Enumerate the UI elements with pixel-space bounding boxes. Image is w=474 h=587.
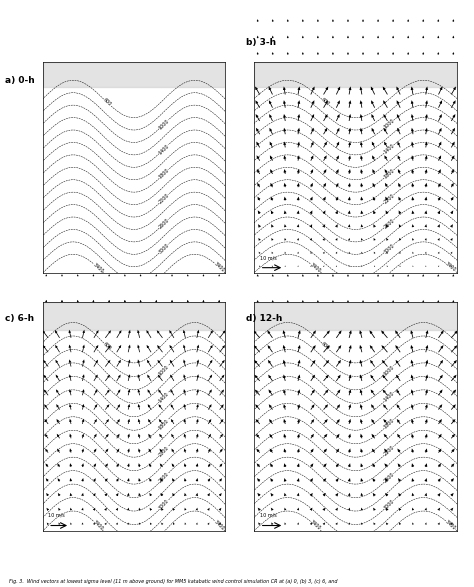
- Text: 1800: 1800: [158, 418, 170, 430]
- Text: a) 0-h: a) 0-h: [5, 76, 35, 85]
- Text: 1000: 1000: [383, 364, 395, 376]
- Text: 10 m/s: 10 m/s: [260, 512, 276, 518]
- Text: 1800: 1800: [383, 418, 395, 430]
- Text: 2200: 2200: [383, 445, 395, 457]
- Text: b) 3-h: b) 3-h: [246, 38, 277, 47]
- Bar: [43, 302, 225, 330]
- Text: 1000: 1000: [383, 119, 395, 130]
- Text: 2600: 2600: [158, 472, 170, 484]
- Text: 1400: 1400: [157, 143, 170, 156]
- Text: 3400: 3400: [213, 261, 225, 273]
- Text: 3400: 3400: [444, 261, 457, 273]
- Text: 2600: 2600: [157, 218, 170, 230]
- Text: 10 m/s: 10 m/s: [260, 255, 276, 260]
- Text: 600: 600: [102, 97, 112, 107]
- Text: 600: 600: [320, 342, 331, 352]
- Text: 10 m/s: 10 m/s: [48, 512, 65, 518]
- Bar: [43, 62, 225, 87]
- Text: 3000: 3000: [383, 499, 395, 511]
- Text: 1400: 1400: [158, 391, 170, 403]
- Text: 1400: 1400: [383, 391, 395, 403]
- Text: 3000: 3000: [158, 498, 170, 511]
- Text: 3000: 3000: [157, 242, 170, 255]
- Text: 2600: 2600: [383, 472, 395, 484]
- Text: 3400: 3400: [91, 519, 104, 532]
- Text: 1400: 1400: [383, 143, 395, 155]
- Text: 1800: 1800: [157, 168, 170, 180]
- Text: 1800: 1800: [383, 168, 395, 180]
- Text: 2200: 2200: [157, 193, 170, 205]
- Text: 3000: 3000: [383, 242, 395, 255]
- Text: c) 6-h: c) 6-h: [5, 314, 34, 323]
- Text: 1000: 1000: [158, 364, 170, 376]
- Text: d) 12-h: d) 12-h: [246, 314, 283, 323]
- Text: 3400: 3400: [309, 262, 322, 274]
- Bar: [254, 62, 457, 87]
- Text: 600: 600: [320, 97, 331, 107]
- Text: 600: 600: [102, 341, 112, 352]
- Text: Fig. 3.  Wind vectors at lowest sigma level (11 m above ground) for MM5 katabati: Fig. 3. Wind vectors at lowest sigma lev…: [9, 579, 338, 584]
- Text: 2600: 2600: [383, 218, 395, 230]
- Text: 3400: 3400: [213, 519, 225, 531]
- Bar: [254, 302, 457, 330]
- Text: 2200: 2200: [383, 193, 395, 205]
- Text: 2200: 2200: [158, 445, 170, 457]
- Text: 3400: 3400: [91, 262, 104, 274]
- Text: 1000: 1000: [157, 118, 170, 130]
- Text: 3400: 3400: [309, 519, 321, 531]
- Text: 3400: 3400: [444, 519, 457, 531]
